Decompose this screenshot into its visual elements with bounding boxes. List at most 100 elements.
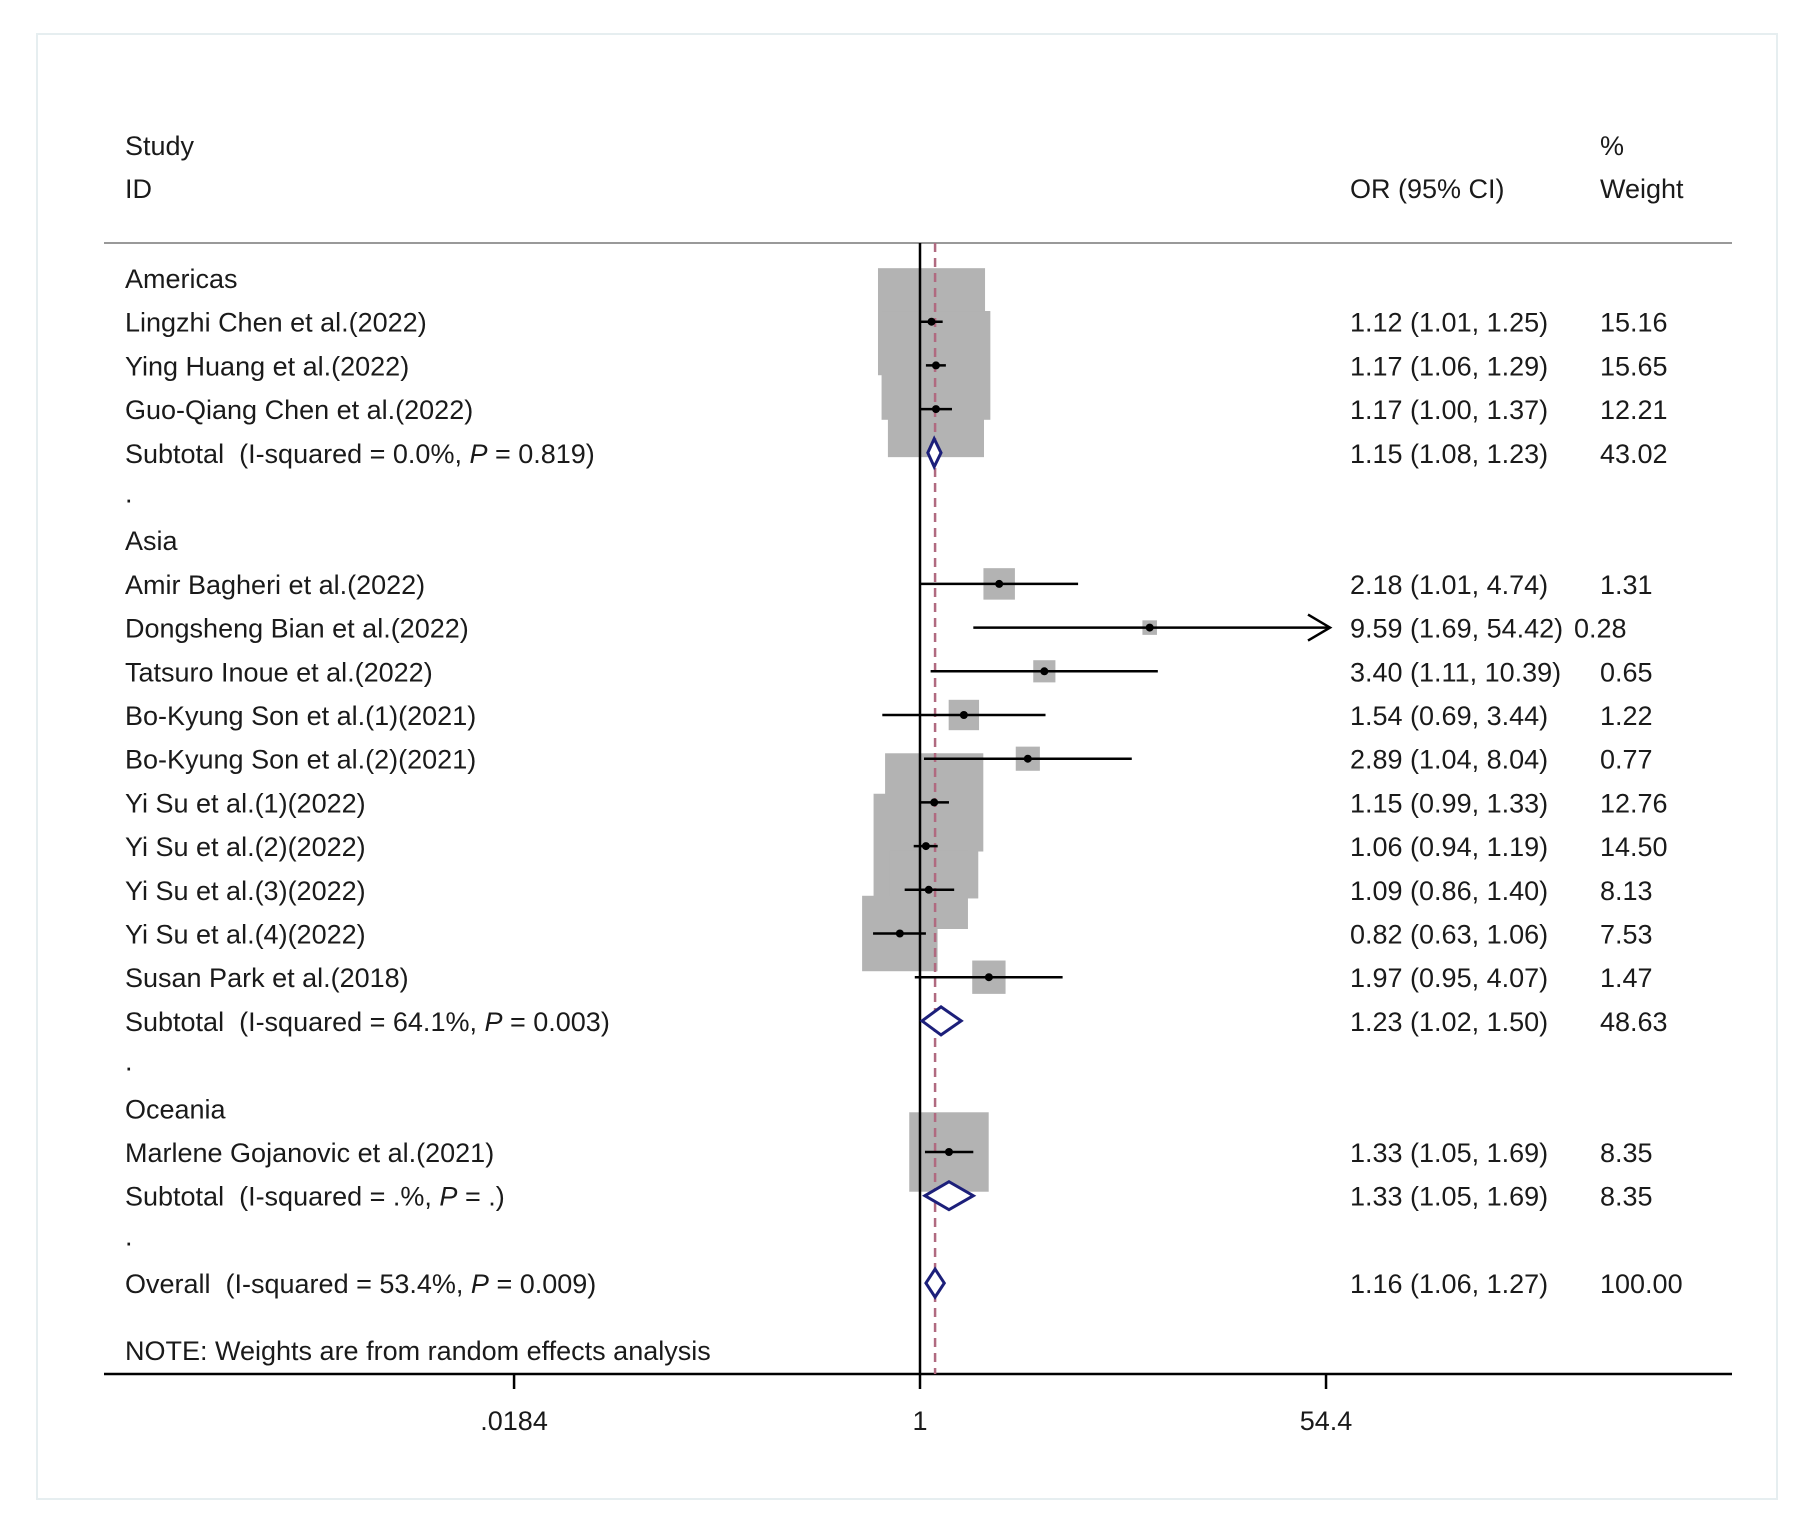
weight-value: 0.65 [1600,657,1653,687]
study-label: Yi Su et al.(1)(2022) [125,788,366,818]
group-label: Americas [125,264,238,294]
study-point-estimate [924,885,933,894]
header-id: ID [125,174,152,204]
or-ci-value: 1.17 (1.06, 1.29) [1350,351,1548,381]
subtotal-label: Subtotal (I-squared = .%, P = .) [125,1182,505,1212]
weight-value: 15.65 [1600,351,1668,381]
study-point-estimate [931,405,940,414]
weight-value: 12.76 [1600,788,1668,818]
or-ci-value: 1.06 (0.94, 1.19) [1350,832,1548,862]
ci-truncation-arrow [1307,613,1333,642]
or-ci-value: 2.89 (1.04, 8.04) [1350,745,1548,775]
study-label: Bo-Kyung Son et al.(1)(2021) [125,701,476,731]
p-symbol: P [484,1007,502,1037]
or-ci-value: 3.40 (1.11, 10.39) [1350,657,1561,687]
or-ci-value: 1.97 (0.95, 4.07) [1350,963,1548,993]
or-ci-value: 2.18 (1.01, 4.74) [1350,570,1548,600]
heterogeneity-text: Subtotal (I-squared = 64.1%, [125,1007,484,1037]
header-weight: Weight [1600,174,1684,204]
weight-value: 8.13 [1600,876,1653,906]
p-symbol: P [439,1182,457,1212]
weight-value: 43.02 [1600,439,1668,469]
study-point-estimate [931,361,940,370]
study-point-estimate [959,711,968,719]
x-tick-label: 1 [912,1406,927,1436]
study-point-estimate [921,842,930,851]
group-label: Oceania [125,1094,227,1124]
study-label: Yi Su et al.(2)(2022) [125,832,366,862]
heterogeneity-text: Overall (I-squared = 53.4%, [125,1269,471,1299]
group-label: Asia [125,526,179,556]
heterogeneity-text: Subtotal (I-squared = 0.0%, [125,439,469,469]
study-label: Marlene Gojanovic et al.(2021) [125,1138,494,1168]
study-label: Yi Su et al.(3)(2022) [125,876,366,906]
spacer-dot: . [125,479,133,509]
header-weight-pct: % [1600,131,1624,161]
weight-value: 1.31 [1600,570,1653,600]
weight-value: 14.50 [1600,832,1668,862]
p-value-text: = 0.003) [502,1007,609,1037]
or-ci-value: 1.23 (1.02, 1.50) [1350,1007,1548,1037]
weight-value: 1.22 [1600,701,1653,731]
or-ci-value: 1.15 (0.99, 1.33) [1350,788,1548,818]
weight-value: 0.77 [1600,745,1653,775]
weight-value: 8.35 [1600,1138,1653,1168]
x-tick-label: .0184 [480,1406,548,1436]
study-label: Lingzhi Chen et al.(2022) [125,308,427,338]
study-label: Amir Bagheri et al.(2022) [125,570,425,600]
or-ci-value: 9.59 (1.69, 54.42) [1350,614,1563,644]
or-ci-value: 0.82 (0.63, 1.06) [1350,920,1548,950]
study-point-estimate [930,798,939,807]
heterogeneity-text: Subtotal (I-squared = .%, [125,1182,439,1212]
x-tick-label: 54.4 [1300,1406,1353,1436]
or-ci-value: 1.09 (0.86, 1.40) [1350,876,1548,906]
weight-value: 100.00 [1600,1269,1683,1299]
study-point-estimate [995,579,1004,588]
subtotal-diamond [921,1179,977,1212]
figure-frame [36,33,1778,1500]
study-point-estimate [927,317,936,326]
spacer-dot: . [125,1047,133,1077]
subtotal-label: Subtotal (I-squared = 0.0%, P = 0.819) [125,439,595,469]
weight-value: 15.16 [1600,308,1668,338]
footnote: NOTE: Weights are from random effects an… [125,1336,711,1366]
header-or: OR (95% CI) [1350,174,1505,204]
or-ci-value: 1.17 (1.00, 1.37) [1350,395,1548,425]
study-label: Bo-Kyung Son et al.(2)(2021) [125,745,476,775]
or-ci-value: 1.54 (0.69, 3.44) [1350,701,1548,731]
subtotal-diamond [926,435,943,471]
overall-diamond [924,1266,947,1300]
p-value-text: = 0.009) [489,1269,596,1299]
study-point-estimate [1023,754,1032,763]
study-label: Ying Huang et al.(2022) [125,351,409,381]
p-symbol: P [469,439,487,469]
or-ci-value: 1.15 (1.08, 1.23) [1350,439,1548,469]
subtotal-diamond [919,1005,964,1037]
weight-value: 7.53 [1600,920,1653,950]
p-value-text: = .) [457,1182,504,1212]
weight-value: 8.35 [1600,1182,1653,1212]
study-label: Guo-Qiang Chen et al.(2022) [125,395,473,425]
header-study: Study [125,131,195,161]
or-ci-value: 1.12 (1.01, 1.25) [1350,308,1548,338]
p-value-text: = 0.819) [487,439,594,469]
weight-value: 1.47 [1600,963,1653,993]
study-label: Yi Su et al.(4)(2022) [125,920,366,950]
spacer-dot: . [125,1221,133,1251]
overall-label: Overall (I-squared = 53.4%, P = 0.009) [125,1269,596,1299]
study-label: Susan Park et al.(2018) [125,963,409,993]
weight-value: 12.21 [1600,395,1668,425]
study-point-estimate [984,973,993,982]
weight-value: 48.63 [1600,1007,1668,1037]
study-point-estimate [1145,623,1154,632]
or-ci-value: 1.33 (1.05, 1.69) [1350,1182,1548,1212]
or-ci-value: 1.33 (1.05, 1.69) [1350,1138,1548,1168]
study-label: Tatsuro Inoue et al.(2022) [125,657,433,687]
study-point-estimate [944,1148,953,1156]
weight-value: 0.28 [1574,614,1627,644]
study-point-estimate [1040,667,1049,676]
subtotal-label: Subtotal (I-squared = 64.1%, P = 0.003) [125,1007,610,1037]
or-ci-value: 1.16 (1.06, 1.27) [1350,1269,1548,1299]
study-label: Dongsheng Bian et al.(2022) [125,614,469,644]
